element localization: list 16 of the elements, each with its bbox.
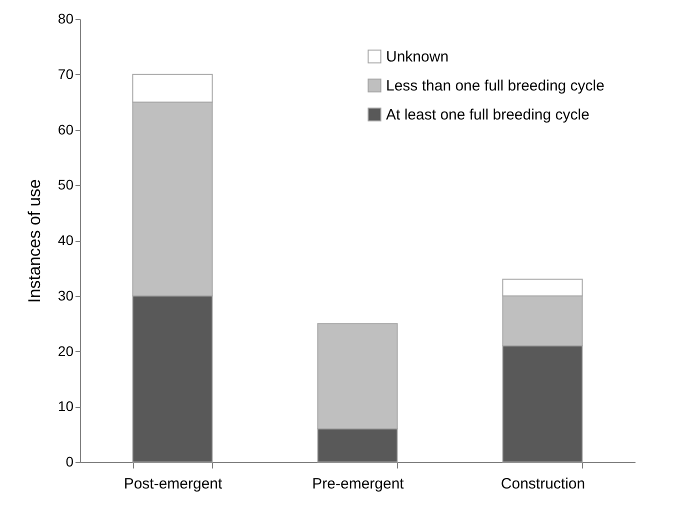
x-tick-label: Construction bbox=[500, 476, 586, 492]
legend-label: At least one full breeding cycle bbox=[386, 106, 590, 124]
y-axis-title: Instances of use bbox=[24, 179, 44, 303]
legend-label: Less than one full breeding cycle bbox=[386, 78, 604, 94]
x-tick-label: Post-emergent bbox=[124, 476, 224, 492]
y-tick-label: 20 bbox=[58, 342, 74, 359]
x-tick-label: Pre-emergent bbox=[312, 476, 405, 492]
y-tick-label: 40 bbox=[58, 232, 74, 248]
y-tick-label: 10 bbox=[58, 398, 74, 414]
y-tick-label: 50 bbox=[58, 176, 74, 193]
y-tick-label: 80 bbox=[58, 10, 74, 26]
legend-label: Unknown bbox=[386, 48, 449, 66]
y-tick-label: 0 bbox=[66, 454, 74, 470]
y-tick-label: 60 bbox=[58, 121, 74, 138]
y-tick-label: 30 bbox=[58, 287, 74, 304]
y-tick-label: 70 bbox=[58, 66, 74, 82]
